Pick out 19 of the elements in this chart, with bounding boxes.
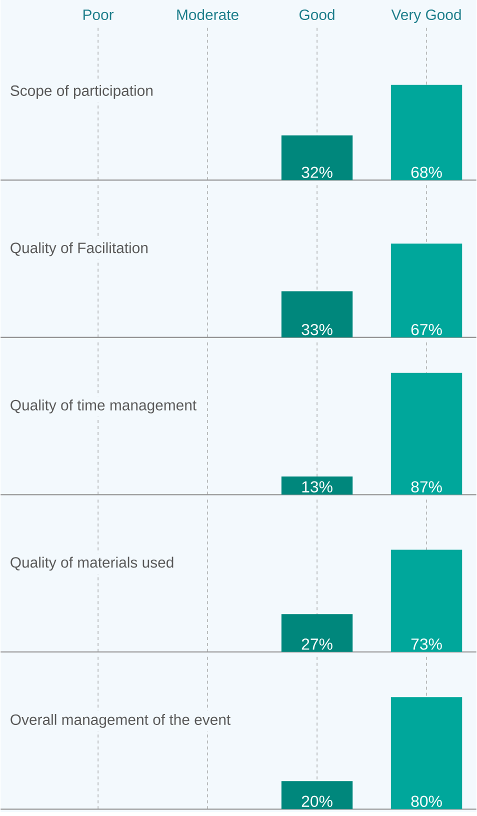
data-label: 68% bbox=[411, 166, 442, 178]
chart-title: Quality of materials used bbox=[10, 556, 174, 571]
data-label: 67% bbox=[411, 324, 442, 336]
data-label: 73% bbox=[411, 638, 442, 650]
data-label: 32% bbox=[302, 166, 332, 178]
data-label: 13% bbox=[302, 481, 332, 492]
data-label: 20% bbox=[302, 796, 332, 807]
x-tick-label: Poor bbox=[84, 10, 114, 20]
data-label: 27% bbox=[302, 638, 332, 650]
text: Overall management of the event bbox=[10, 714, 231, 728]
data-label: 80% bbox=[411, 796, 442, 807]
data-label: 87% bbox=[411, 481, 442, 492]
text: Quality of time management bbox=[10, 400, 197, 414]
data-label: 33% bbox=[302, 324, 332, 336]
x-tick-label: Good bbox=[300, 9, 334, 20]
chart-title: Scope of participation bbox=[10, 84, 153, 99]
x-tick-label: Very Good bbox=[391, 9, 461, 23]
chart-title: Quality of Facilitation bbox=[10, 242, 148, 256]
x-tick-label: Moderate bbox=[177, 9, 238, 20]
